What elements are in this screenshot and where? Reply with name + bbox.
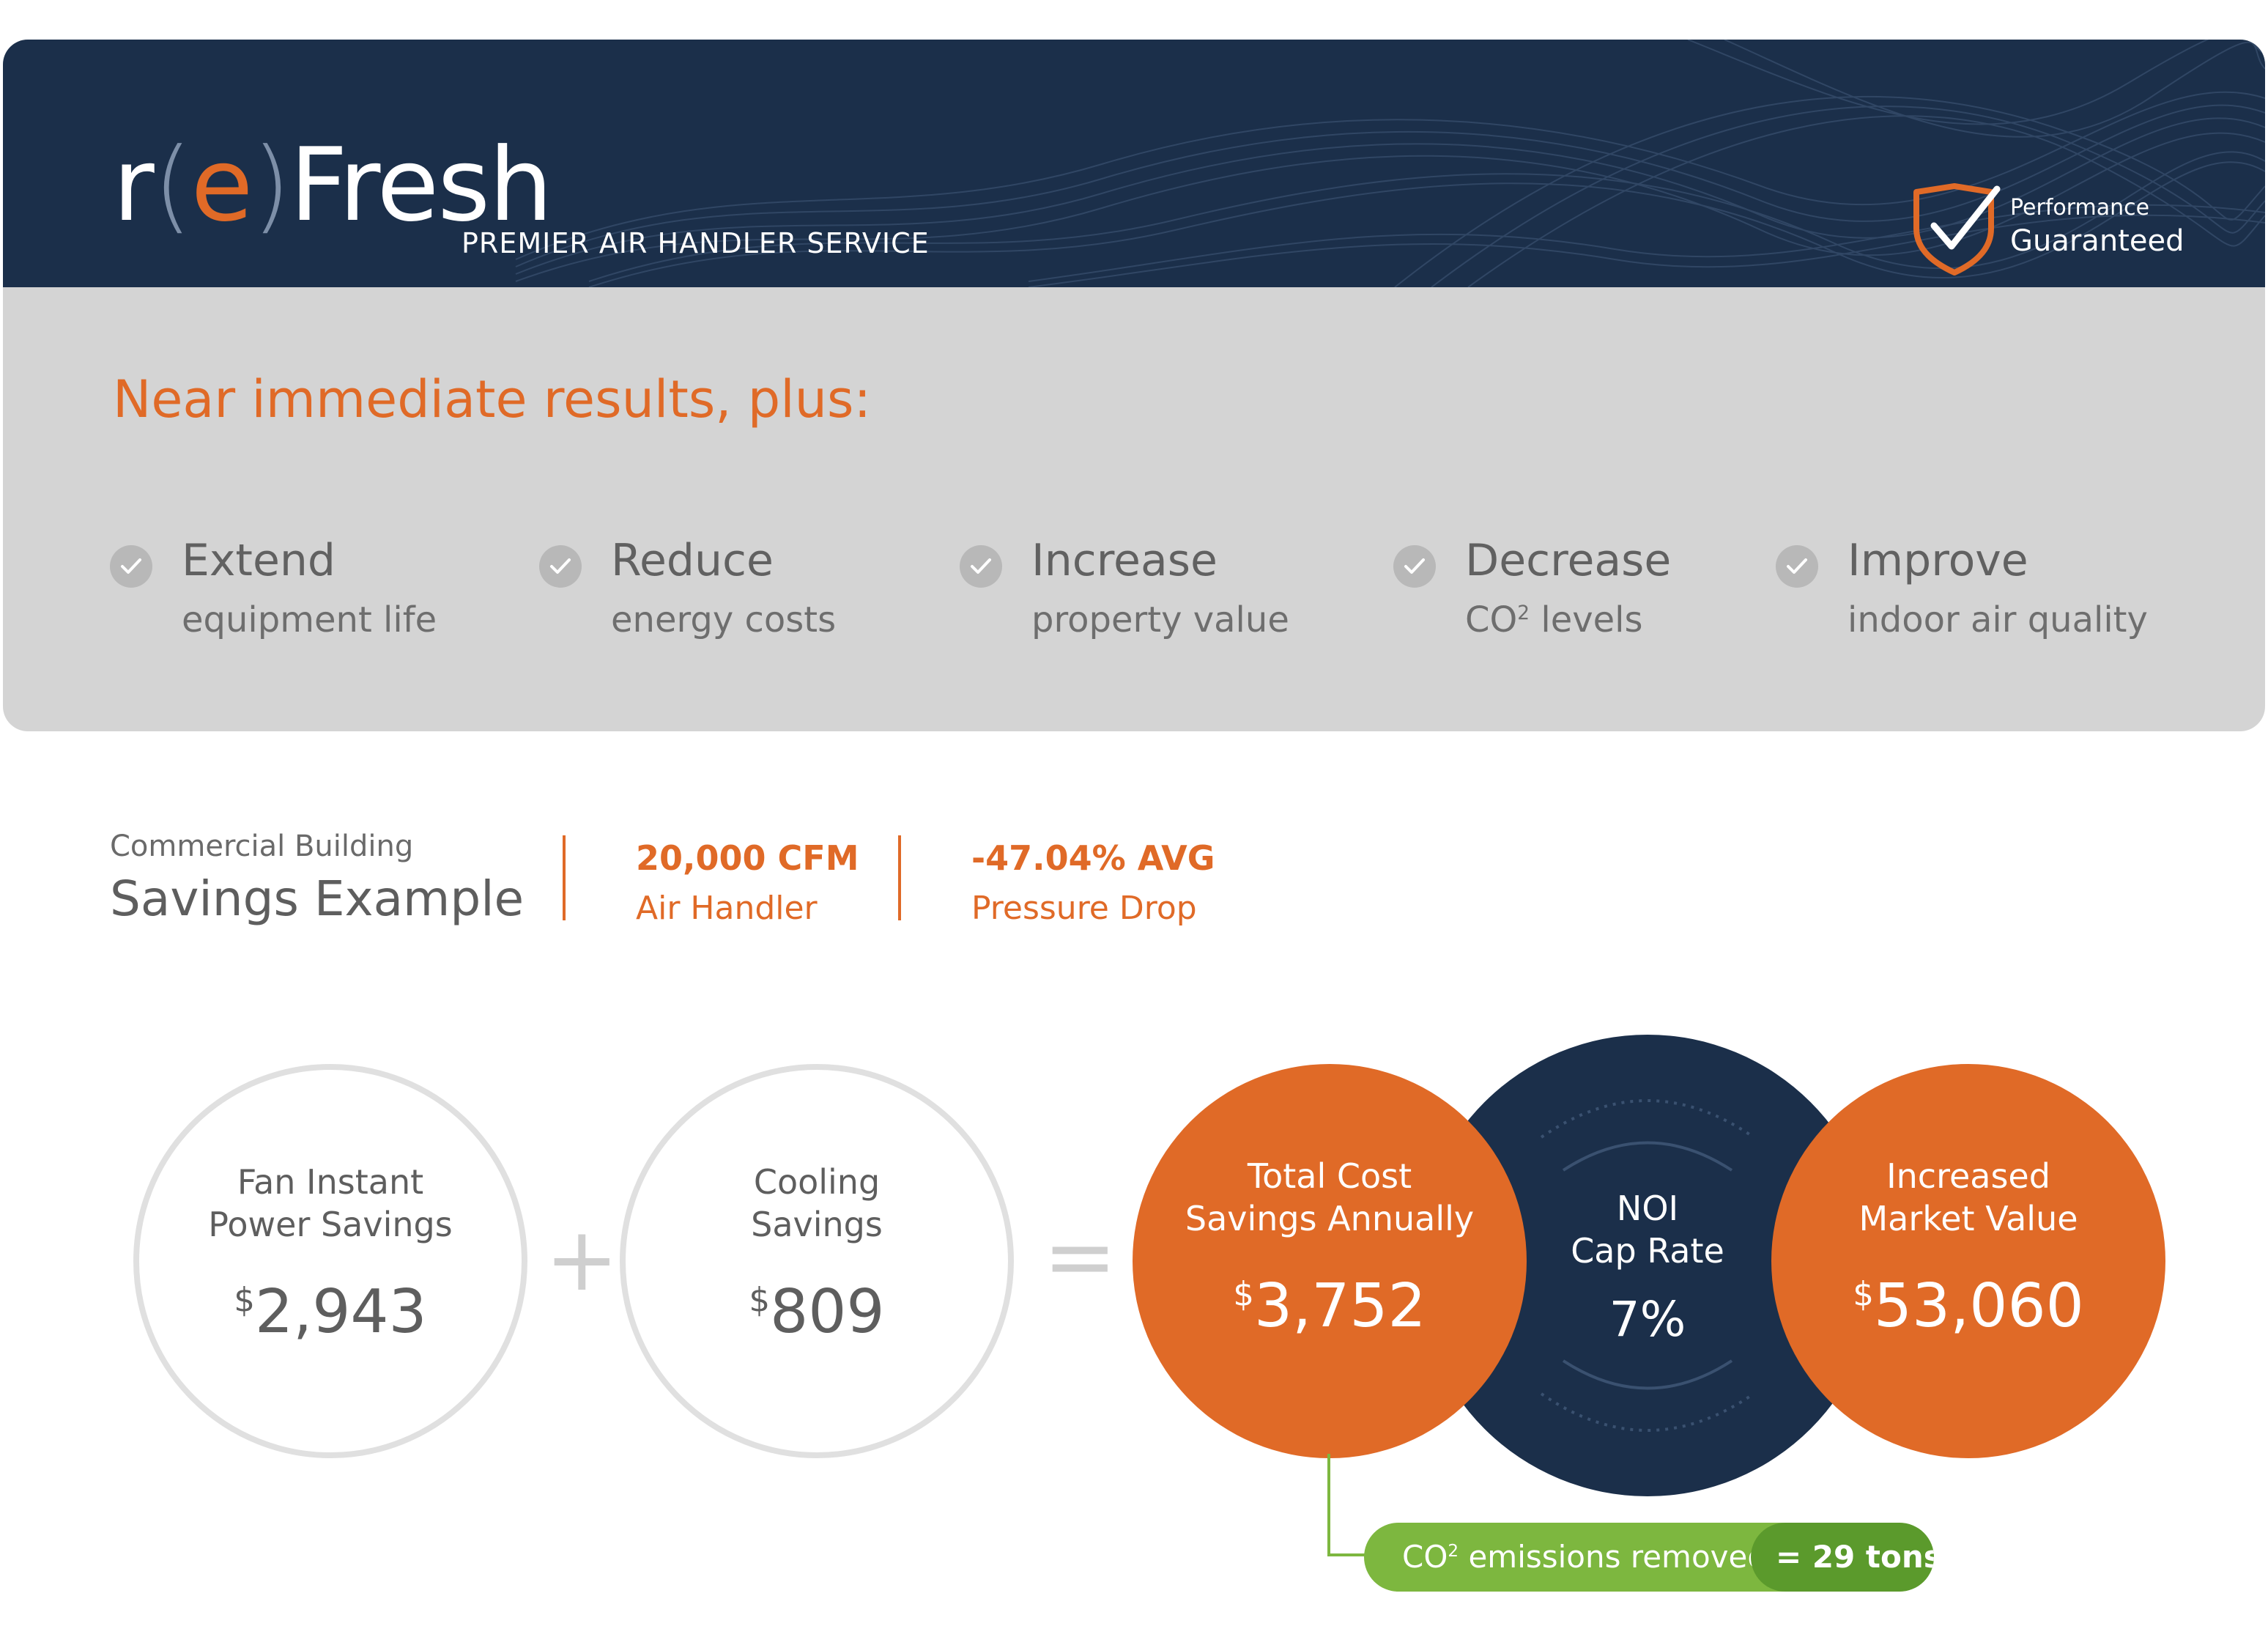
fan-label-line2: Power Savings xyxy=(208,1205,453,1244)
divider xyxy=(563,835,566,920)
noi-label-line2: Cap Rate xyxy=(1571,1231,1724,1271)
co2-emissions-pill: CO2 emissions removed = 29 tons xyxy=(1364,1523,1934,1592)
cooling-label-line2: Savings xyxy=(751,1205,883,1244)
benefit-title: Improve xyxy=(1848,535,2028,586)
brand-logo: r(e)Fresh xyxy=(113,126,553,244)
wave-pattern xyxy=(515,40,2265,287)
benefit-title: Extend xyxy=(182,535,336,586)
fan-label-line1: Fan Instant xyxy=(237,1162,424,1202)
benefit-title: Decrease xyxy=(1465,535,1672,586)
benefit-title: Reduce xyxy=(611,535,774,586)
benefit-subtitle: energy costs xyxy=(611,599,837,640)
results-card: r(e)Fresh PREMIER AIR HANDLER SERVICE Pe… xyxy=(3,40,2265,731)
stat-label-cfm: Air Handler xyxy=(636,890,818,927)
noi-cap-rate-value: 7% xyxy=(1609,1291,1686,1348)
performance-guaranteed-badge: Performance Guaranteed xyxy=(1909,183,2217,278)
decorative-arcs xyxy=(1540,1099,1755,1432)
co2-label: CO2 emissions removed xyxy=(1402,1539,1767,1575)
total-label-line1: Total Cost xyxy=(1247,1156,1412,1196)
check-circle-icon xyxy=(110,545,152,588)
stat-value-pressure: -47.04% AVG xyxy=(971,838,1215,878)
market-value-circle: Increased Market Value $53,060 xyxy=(1771,1064,2165,1458)
check-circle-icon xyxy=(1393,545,1436,588)
benefit-subtitle: equipment life xyxy=(182,599,437,640)
total-savings-value: $3,752 xyxy=(1233,1271,1426,1341)
cooling-savings-value: $809 xyxy=(749,1277,885,1347)
header-banner: r(e)Fresh PREMIER AIR HANDLER SERVICE Pe… xyxy=(3,40,2265,287)
badge-bottom-text: Guaranteed xyxy=(2010,224,2184,258)
connector-line xyxy=(1327,1553,1368,1556)
benefit-subtitle: indoor air quality xyxy=(1848,599,2148,640)
stat-label-pressure: Pressure Drop xyxy=(971,890,1197,927)
example-label-small: Commercial Building xyxy=(110,829,414,863)
benefit-title: Increase xyxy=(1031,535,1218,586)
noi-label-line1: NOI xyxy=(1616,1189,1679,1228)
market-value-value: $53,060 xyxy=(1853,1271,2084,1341)
brand-tagline: PREMIER AIR HANDLER SERVICE xyxy=(462,227,930,259)
total-label-line2: Savings Annually xyxy=(1185,1199,1475,1238)
check-circle-icon xyxy=(960,545,1002,588)
plus-sign: + xyxy=(545,1209,619,1311)
total-savings-circle: Total Cost Savings Annually $3,752 xyxy=(1133,1064,1527,1458)
results-headline: Near immediate results, plus: xyxy=(113,369,872,429)
check-circle-icon xyxy=(1776,545,1818,588)
check-circle-icon xyxy=(539,545,582,588)
cooling-savings-circle: Cooling Savings $809 xyxy=(620,1064,1014,1458)
market-label-line2: Market Value xyxy=(1858,1199,2078,1238)
equals-sign: = xyxy=(1043,1206,1117,1308)
benefit-subtitle: property value xyxy=(1031,599,1289,640)
shield-check-icon xyxy=(1913,183,2001,276)
connector-line xyxy=(1327,1454,1330,1556)
co2-result-value: = 29 tons xyxy=(1776,1539,1934,1575)
badge-top-text: Performance xyxy=(2010,195,2150,221)
fan-savings-value: $2,943 xyxy=(234,1277,427,1347)
stat-value-cfm: 20,000 CFM xyxy=(636,838,859,878)
example-label-big: Savings Example xyxy=(110,871,525,927)
co2-result-badge: = 29 tons xyxy=(1751,1523,1934,1592)
fan-savings-circle: Fan Instant Power Savings $2,943 xyxy=(133,1064,527,1458)
divider xyxy=(898,835,901,920)
benefit-subtitle: CO2 levels xyxy=(1465,599,1643,640)
cooling-label-line1: Cooling xyxy=(753,1162,881,1202)
market-label-line1: Increased xyxy=(1886,1156,2050,1196)
